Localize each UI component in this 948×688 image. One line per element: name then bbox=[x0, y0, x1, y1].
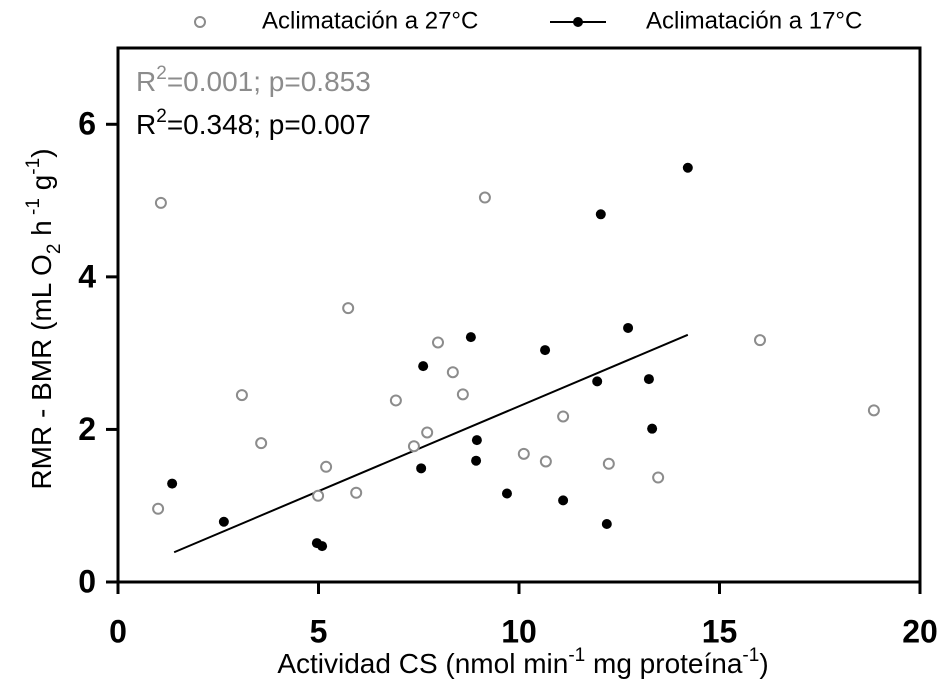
point bbox=[312, 489, 325, 502]
point bbox=[418, 361, 429, 372]
legend-label: Aclimatación a 17°C bbox=[646, 7, 862, 34]
point bbox=[342, 302, 355, 315]
text-part: 2 bbox=[156, 106, 167, 127]
x-tick-label: 20 bbox=[902, 613, 938, 649]
annotation: R2=0.001; p=0.853 bbox=[136, 63, 371, 98]
point bbox=[167, 478, 178, 489]
point bbox=[152, 502, 165, 515]
y-tick-label: 6 bbox=[78, 106, 96, 142]
text-part: ) bbox=[26, 148, 57, 157]
point bbox=[478, 191, 491, 204]
x-tick-label: 10 bbox=[501, 613, 537, 649]
point bbox=[558, 495, 569, 506]
point bbox=[350, 486, 363, 499]
text-part: RMR - BMR (mL O bbox=[26, 254, 57, 489]
point bbox=[235, 389, 248, 402]
legend-marker bbox=[194, 16, 206, 28]
text-part: Actividad CS (nmol min bbox=[277, 648, 568, 679]
point bbox=[255, 437, 268, 450]
text-part: ) bbox=[759, 648, 768, 679]
point bbox=[154, 196, 167, 209]
point bbox=[540, 345, 551, 356]
point bbox=[643, 374, 654, 385]
point bbox=[652, 471, 665, 484]
point bbox=[456, 388, 469, 401]
text-part: g bbox=[26, 175, 57, 198]
point bbox=[421, 426, 434, 439]
y-tick-label: 2 bbox=[78, 411, 96, 447]
y-axis-label: RMR - BMR (mL O2 h -1 g-1) bbox=[23, 148, 65, 489]
fit-line bbox=[173, 333, 689, 554]
text-part: mg proteína bbox=[585, 648, 743, 679]
legend-label: Aclimatación a 27°C bbox=[262, 7, 478, 34]
text-part: =0.001; p=0.853 bbox=[167, 66, 371, 97]
point bbox=[601, 519, 612, 530]
x-axis-label: Actividad CS (nmol min-1 mg proteína-1) bbox=[277, 645, 768, 680]
point bbox=[867, 404, 880, 417]
point bbox=[623, 322, 634, 333]
text-part: 2 bbox=[44, 244, 65, 255]
text-part: -1 bbox=[23, 158, 44, 175]
x-tick-label: 5 bbox=[310, 613, 328, 649]
point bbox=[218, 516, 229, 527]
text-part: R bbox=[136, 66, 156, 97]
point bbox=[595, 209, 606, 220]
y-tick-label: 0 bbox=[78, 563, 96, 599]
text-part: -1 bbox=[742, 645, 759, 666]
text-part: =0.348; p=0.007 bbox=[167, 109, 371, 140]
text-part: h bbox=[26, 220, 57, 243]
point bbox=[592, 376, 603, 387]
legend-marker bbox=[573, 17, 583, 27]
point bbox=[431, 336, 444, 349]
point bbox=[416, 463, 427, 474]
point bbox=[557, 410, 570, 423]
text-part: R bbox=[136, 109, 156, 140]
annotation: R2=0.348; p=0.007 bbox=[136, 106, 371, 141]
x-tick-label: 0 bbox=[109, 613, 127, 649]
point bbox=[539, 455, 552, 468]
point bbox=[647, 423, 658, 434]
point bbox=[389, 394, 402, 407]
point bbox=[320, 460, 333, 473]
x-tick-label: 15 bbox=[702, 613, 738, 649]
point bbox=[517, 447, 530, 460]
point bbox=[407, 440, 420, 453]
text-part: -1 bbox=[568, 645, 585, 666]
text-part: -1 bbox=[23, 198, 44, 220]
point bbox=[682, 162, 693, 173]
point bbox=[471, 455, 482, 466]
point bbox=[602, 457, 615, 470]
point bbox=[465, 332, 476, 343]
text-part: 2 bbox=[156, 63, 167, 84]
y-tick-label: 4 bbox=[78, 258, 96, 294]
point bbox=[754, 334, 767, 347]
point bbox=[446, 366, 459, 379]
point bbox=[501, 488, 512, 499]
point bbox=[471, 435, 482, 446]
point bbox=[317, 541, 328, 552]
